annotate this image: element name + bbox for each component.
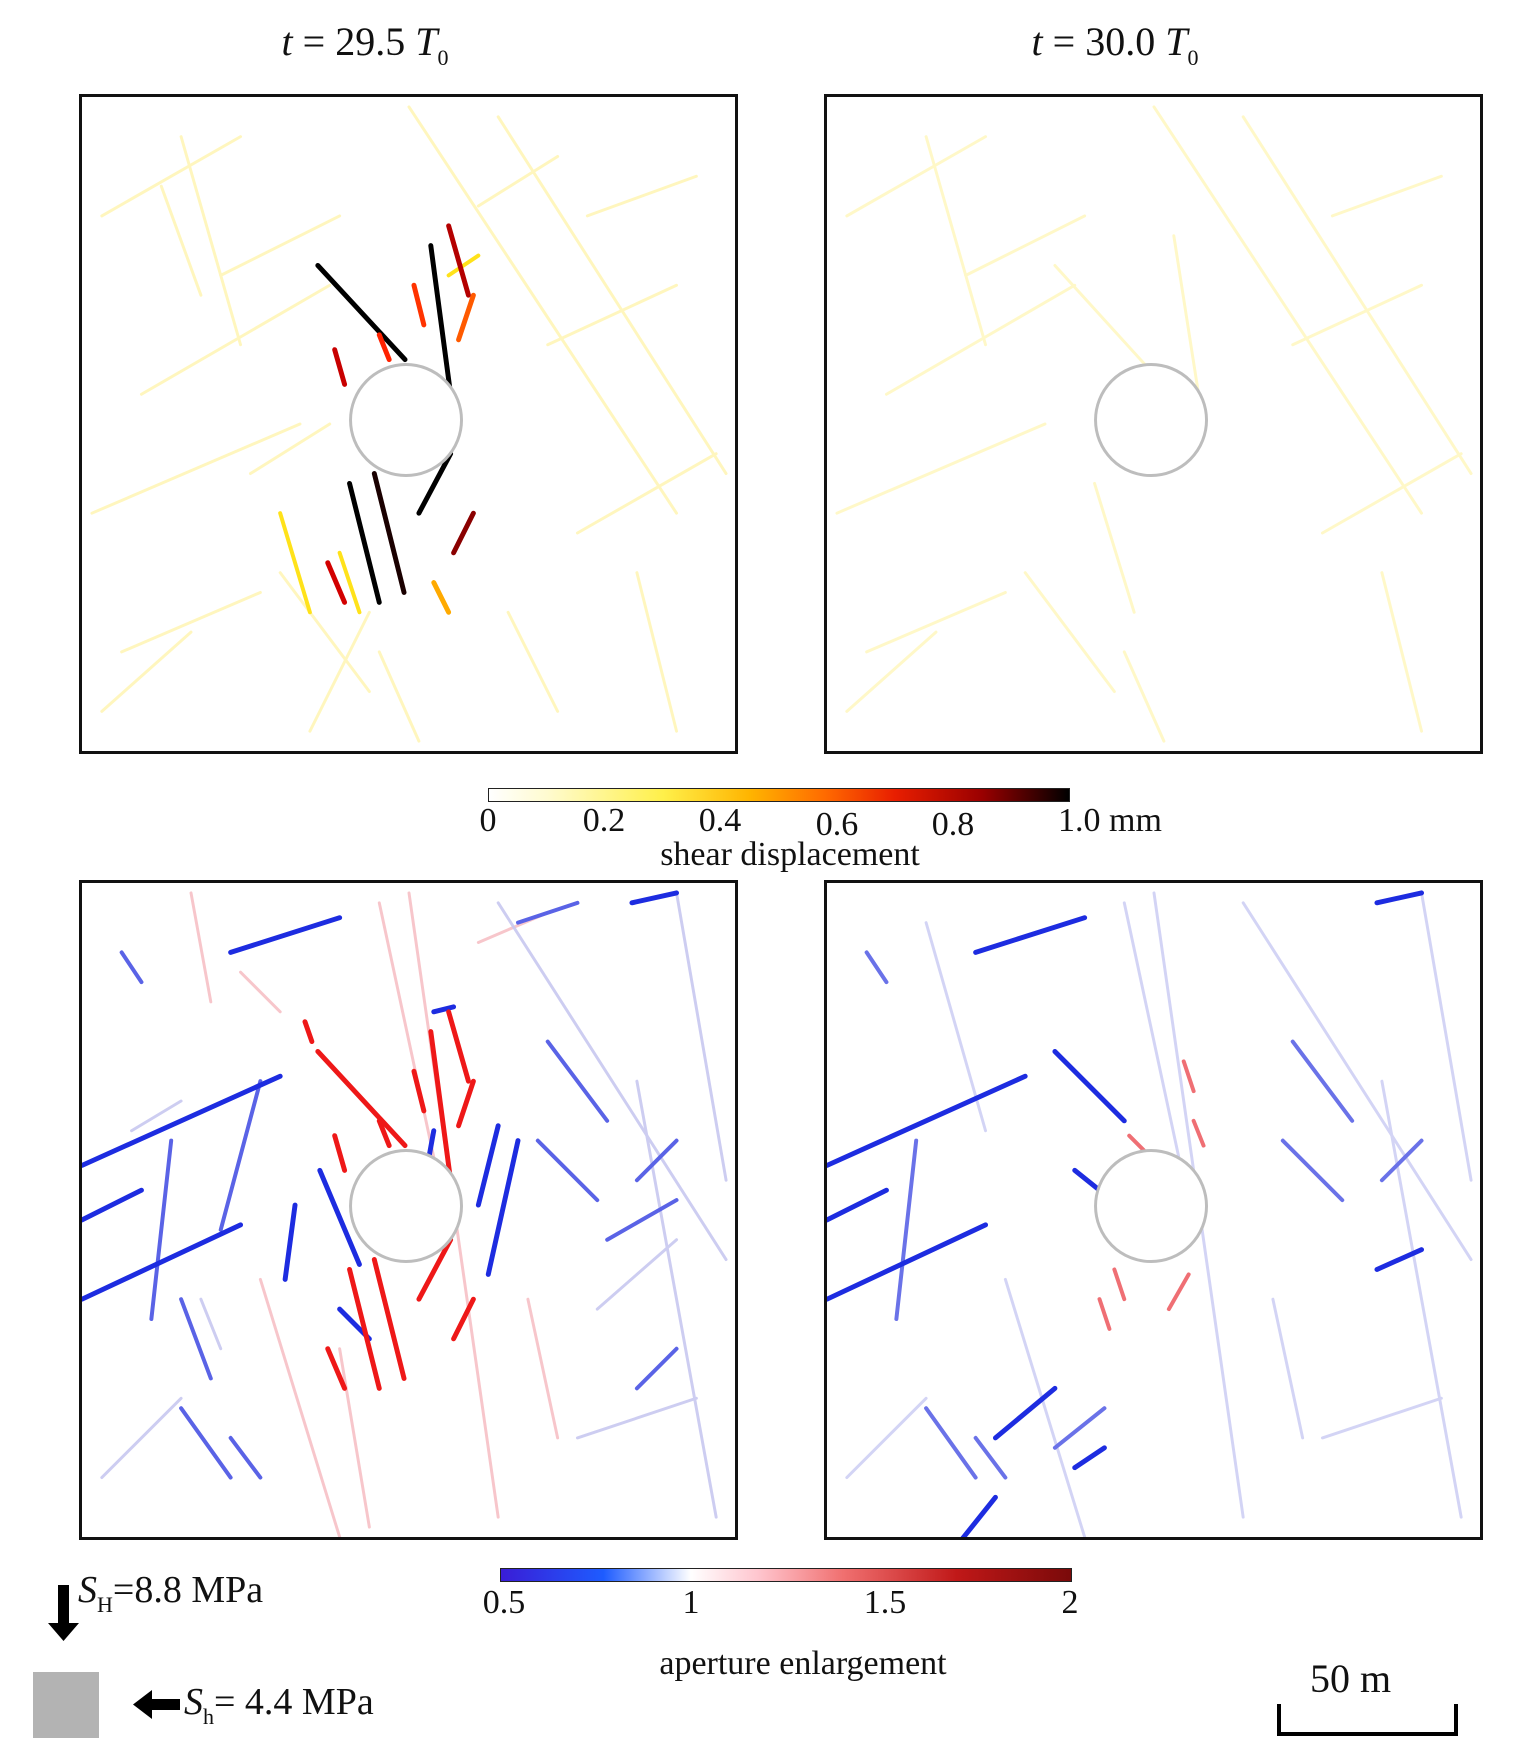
Sh-value: = 4.4 MPa	[214, 1681, 374, 1723]
scale-bar-label: 50 m	[1310, 1656, 1392, 1701]
aperture-panel-t30-0	[824, 880, 1483, 1540]
aperture-fracture-map-right	[827, 890, 1473, 1537]
SH-symbol: S	[78, 1569, 97, 1611]
aperture-fracture-map-left	[82, 890, 728, 1537]
scale-bar	[1277, 1704, 1458, 1736]
aperture-colorbar-label: aperture enlargement	[659, 1645, 947, 1682]
Sh-symbol: S	[184, 1681, 203, 1723]
wellbore-circle	[1094, 1149, 1208, 1264]
title-time-value: = 30.0	[1052, 19, 1156, 64]
aperture-tick-1: 1	[682, 1584, 700, 1621]
stress-diagram	[33, 1585, 180, 1738]
panel-title-left: t = 29.5 T0	[165, 18, 565, 71]
shear-panel-t29-5	[79, 94, 738, 754]
SH-value: =8.8 MPa	[112, 1569, 264, 1611]
shear-tick-1: 0.2	[582, 802, 626, 839]
Sh-subscript: h	[203, 1704, 214, 1729]
title-time-value: = 29.5	[302, 19, 406, 64]
aperture-panel-t29-5	[79, 880, 738, 1540]
shear-fracture-map-right	[835, 105, 1473, 743]
shear-fracture-map-left	[90, 105, 728, 743]
shear-tick-5: 1.0 mm	[1058, 802, 1162, 839]
stress-SH-label: SH=8.8 MPa	[78, 1568, 263, 1618]
title-T-symbol: T	[415, 19, 438, 64]
wellbore-circle	[349, 363, 463, 478]
down-arrow-icon	[48, 1585, 79, 1641]
shear-colorbar	[488, 788, 1070, 802]
shear-tick-3: 0.6	[815, 806, 859, 843]
aperture-tick-3: 2	[1061, 1584, 1079, 1621]
title-T-subscript: 0	[1187, 45, 1199, 70]
title-T-symbol: T	[1165, 19, 1188, 64]
SH-subscript: H	[97, 1592, 113, 1617]
title-t-symbol: t	[281, 19, 293, 64]
shear-tick-4: 0.8	[931, 806, 975, 843]
wellbore-circle	[1094, 363, 1208, 478]
wellbore-circle	[349, 1149, 463, 1264]
stress-Sh-label: Sh= 4.4 MPa	[184, 1680, 374, 1730]
rock-block-square	[33, 1672, 99, 1738]
left-arrow-icon	[133, 1690, 180, 1719]
shear-tick-2: 0.4	[698, 802, 742, 839]
panel-title-right: t = 30.0 T0	[915, 18, 1315, 71]
shear-colorbar-label: shear displacement	[660, 836, 920, 873]
shear-panel-t30-0	[824, 94, 1483, 754]
aperture-tick-0: 0.5	[482, 1584, 526, 1621]
shear-tick-0: 0	[479, 802, 497, 839]
aperture-colorbar	[500, 1568, 1072, 1582]
title-t-symbol: t	[1031, 19, 1043, 64]
aperture-tick-2: 1.5	[863, 1584, 907, 1621]
title-T-subscript: 0	[437, 45, 449, 70]
